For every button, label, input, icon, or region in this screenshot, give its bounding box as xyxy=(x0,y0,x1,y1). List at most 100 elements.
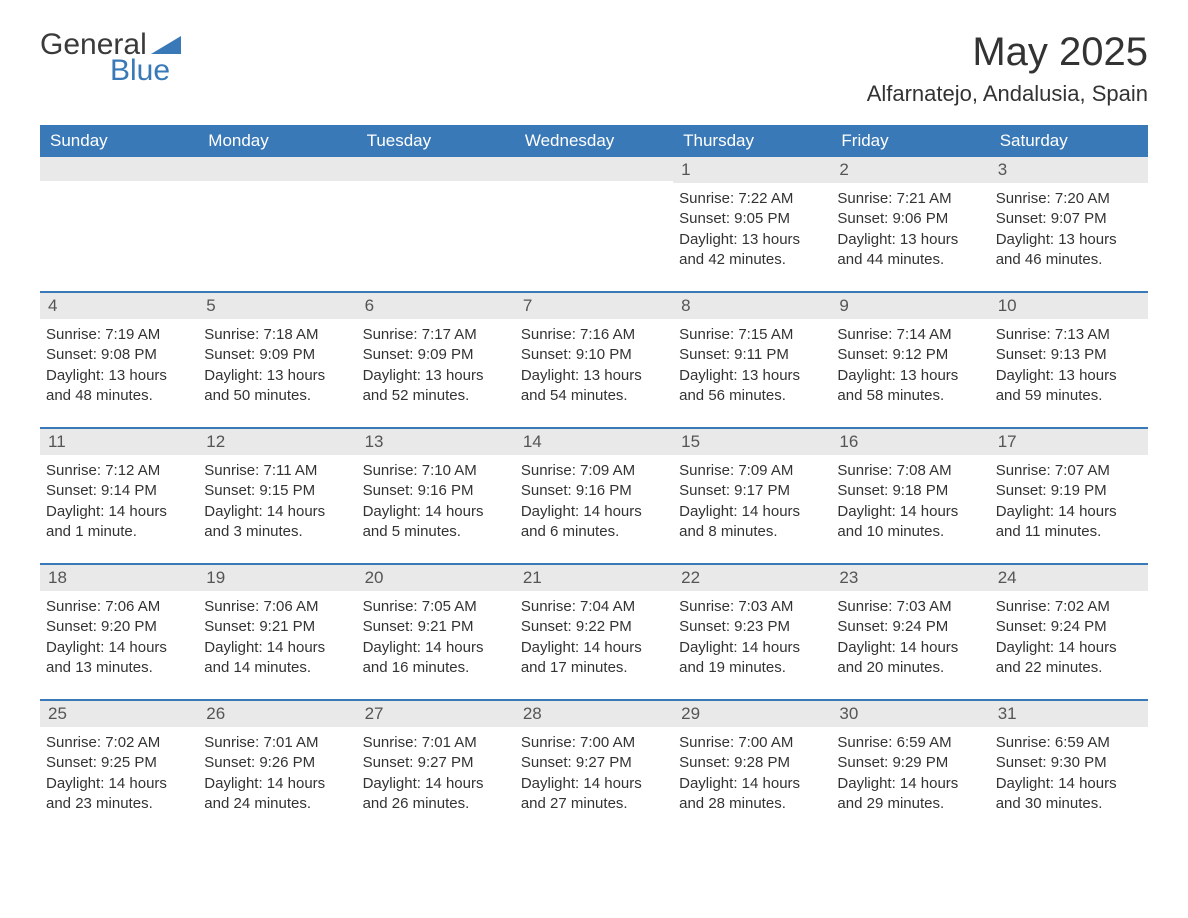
sunset-text: Sunset: 9:12 PM xyxy=(837,345,983,365)
sunset-text: Sunset: 9:16 PM xyxy=(363,481,509,501)
sunrise-text: Sunrise: 7:00 AM xyxy=(679,733,825,753)
sunset-text: Sunset: 9:21 PM xyxy=(363,617,509,637)
day-number: 8 xyxy=(673,293,831,319)
day-cell xyxy=(515,157,673,277)
daylight-text: Daylight: 14 hours and 26 minutes. xyxy=(363,774,509,815)
day-number xyxy=(40,157,198,181)
sunrise-text: Sunrise: 7:12 AM xyxy=(46,461,192,481)
daylight-text: Daylight: 13 hours and 56 minutes. xyxy=(679,366,825,407)
day-number: 21 xyxy=(515,565,673,591)
sunset-text: Sunset: 9:22 PM xyxy=(521,617,667,637)
day-number: 23 xyxy=(831,565,989,591)
day-body: Sunrise: 7:22 AMSunset: 9:05 PMDaylight:… xyxy=(673,183,831,270)
dow-friday: Friday xyxy=(831,125,989,157)
day-number: 12 xyxy=(198,429,356,455)
sunrise-text: Sunrise: 7:08 AM xyxy=(837,461,983,481)
sunrise-text: Sunrise: 7:18 AM xyxy=(204,325,350,345)
day-cell: 30Sunrise: 6:59 AMSunset: 9:29 PMDayligh… xyxy=(831,701,989,821)
daylight-text: Daylight: 14 hours and 27 minutes. xyxy=(521,774,667,815)
day-cell xyxy=(357,157,515,277)
sunrise-text: Sunrise: 7:21 AM xyxy=(837,189,983,209)
sunrise-text: Sunrise: 7:05 AM xyxy=(363,597,509,617)
day-number: 19 xyxy=(198,565,356,591)
daylight-text: Daylight: 14 hours and 20 minutes. xyxy=(837,638,983,679)
sunset-text: Sunset: 9:09 PM xyxy=(204,345,350,365)
sunrise-text: Sunrise: 7:02 AM xyxy=(996,597,1142,617)
sunset-text: Sunset: 9:19 PM xyxy=(996,481,1142,501)
sunrise-text: Sunrise: 7:03 AM xyxy=(679,597,825,617)
day-number: 1 xyxy=(673,157,831,183)
week-row: 25Sunrise: 7:02 AMSunset: 9:25 PMDayligh… xyxy=(40,699,1148,821)
calendar: Sunday Monday Tuesday Wednesday Thursday… xyxy=(40,125,1148,821)
week-row: 4Sunrise: 7:19 AMSunset: 9:08 PMDaylight… xyxy=(40,291,1148,413)
sunset-text: Sunset: 9:07 PM xyxy=(996,209,1142,229)
day-number: 29 xyxy=(673,701,831,727)
dow-tuesday: Tuesday xyxy=(357,125,515,157)
day-number: 22 xyxy=(673,565,831,591)
dow-sunday: Sunday xyxy=(40,125,198,157)
day-cell: 7Sunrise: 7:16 AMSunset: 9:10 PMDaylight… xyxy=(515,293,673,413)
location-subtitle: Alfarnatejo, Andalusia, Spain xyxy=(867,81,1148,107)
day-number xyxy=(198,157,356,181)
day-cell: 9Sunrise: 7:14 AMSunset: 9:12 PMDaylight… xyxy=(831,293,989,413)
daylight-text: Daylight: 14 hours and 11 minutes. xyxy=(996,502,1142,543)
sunset-text: Sunset: 9:16 PM xyxy=(521,481,667,501)
week-row: 11Sunrise: 7:12 AMSunset: 9:14 PMDayligh… xyxy=(40,427,1148,549)
day-body: Sunrise: 7:06 AMSunset: 9:21 PMDaylight:… xyxy=(198,591,356,678)
day-body: Sunrise: 7:06 AMSunset: 9:20 PMDaylight:… xyxy=(40,591,198,678)
weeks-container: 1Sunrise: 7:22 AMSunset: 9:05 PMDaylight… xyxy=(40,157,1148,821)
day-cell: 14Sunrise: 7:09 AMSunset: 9:16 PMDayligh… xyxy=(515,429,673,549)
day-number: 30 xyxy=(831,701,989,727)
day-number xyxy=(515,157,673,181)
sunset-text: Sunset: 9:24 PM xyxy=(996,617,1142,637)
day-body: Sunrise: 7:01 AMSunset: 9:27 PMDaylight:… xyxy=(357,727,515,814)
daylight-text: Daylight: 14 hours and 6 minutes. xyxy=(521,502,667,543)
sunrise-text: Sunrise: 7:06 AM xyxy=(46,597,192,617)
day-number: 11 xyxy=(40,429,198,455)
day-body: Sunrise: 7:09 AMSunset: 9:17 PMDaylight:… xyxy=(673,455,831,542)
title-block: May 2025 Alfarnatejo, Andalusia, Spain xyxy=(867,30,1148,107)
sunrise-text: Sunrise: 6:59 AM xyxy=(837,733,983,753)
sunset-text: Sunset: 9:21 PM xyxy=(204,617,350,637)
day-body: Sunrise: 7:16 AMSunset: 9:10 PMDaylight:… xyxy=(515,319,673,406)
sunset-text: Sunset: 9:29 PM xyxy=(837,753,983,773)
sunset-text: Sunset: 9:23 PM xyxy=(679,617,825,637)
page-header: General Blue May 2025 Alfarnatejo, Andal… xyxy=(40,30,1148,107)
day-body: Sunrise: 7:14 AMSunset: 9:12 PMDaylight:… xyxy=(831,319,989,406)
week-row: 18Sunrise: 7:06 AMSunset: 9:20 PMDayligh… xyxy=(40,563,1148,685)
sunrise-text: Sunrise: 7:19 AM xyxy=(46,325,192,345)
day-cell xyxy=(198,157,356,277)
day-cell: 13Sunrise: 7:10 AMSunset: 9:16 PMDayligh… xyxy=(357,429,515,549)
day-cell: 4Sunrise: 7:19 AMSunset: 9:08 PMDaylight… xyxy=(40,293,198,413)
day-cell: 12Sunrise: 7:11 AMSunset: 9:15 PMDayligh… xyxy=(198,429,356,549)
sunrise-text: Sunrise: 7:04 AM xyxy=(521,597,667,617)
day-number: 24 xyxy=(990,565,1148,591)
dow-thursday: Thursday xyxy=(673,125,831,157)
sunrise-text: Sunrise: 7:07 AM xyxy=(996,461,1142,481)
sunset-text: Sunset: 9:10 PM xyxy=(521,345,667,365)
day-number: 10 xyxy=(990,293,1148,319)
daylight-text: Daylight: 14 hours and 22 minutes. xyxy=(996,638,1142,679)
daylight-text: Daylight: 13 hours and 48 minutes. xyxy=(46,366,192,407)
day-body: Sunrise: 7:02 AMSunset: 9:24 PMDaylight:… xyxy=(990,591,1148,678)
day-number: 4 xyxy=(40,293,198,319)
day-cell: 28Sunrise: 7:00 AMSunset: 9:27 PMDayligh… xyxy=(515,701,673,821)
day-number: 26 xyxy=(198,701,356,727)
day-number: 3 xyxy=(990,157,1148,183)
day-cell: 6Sunrise: 7:17 AMSunset: 9:09 PMDaylight… xyxy=(357,293,515,413)
brand-logo: General Blue xyxy=(40,30,181,86)
day-body: Sunrise: 7:20 AMSunset: 9:07 PMDaylight:… xyxy=(990,183,1148,270)
sunrise-text: Sunrise: 7:03 AM xyxy=(837,597,983,617)
daylight-text: Daylight: 14 hours and 16 minutes. xyxy=(363,638,509,679)
day-body: Sunrise: 7:13 AMSunset: 9:13 PMDaylight:… xyxy=(990,319,1148,406)
sunset-text: Sunset: 9:27 PM xyxy=(521,753,667,773)
sunrise-text: Sunrise: 7:01 AM xyxy=(363,733,509,753)
daylight-text: Daylight: 13 hours and 59 minutes. xyxy=(996,366,1142,407)
day-number: 14 xyxy=(515,429,673,455)
daylight-text: Daylight: 13 hours and 42 minutes. xyxy=(679,230,825,271)
day-number: 25 xyxy=(40,701,198,727)
day-body: Sunrise: 7:18 AMSunset: 9:09 PMDaylight:… xyxy=(198,319,356,406)
sunset-text: Sunset: 9:11 PM xyxy=(679,345,825,365)
day-cell: 11Sunrise: 7:12 AMSunset: 9:14 PMDayligh… xyxy=(40,429,198,549)
sunrise-text: Sunrise: 7:06 AM xyxy=(204,597,350,617)
